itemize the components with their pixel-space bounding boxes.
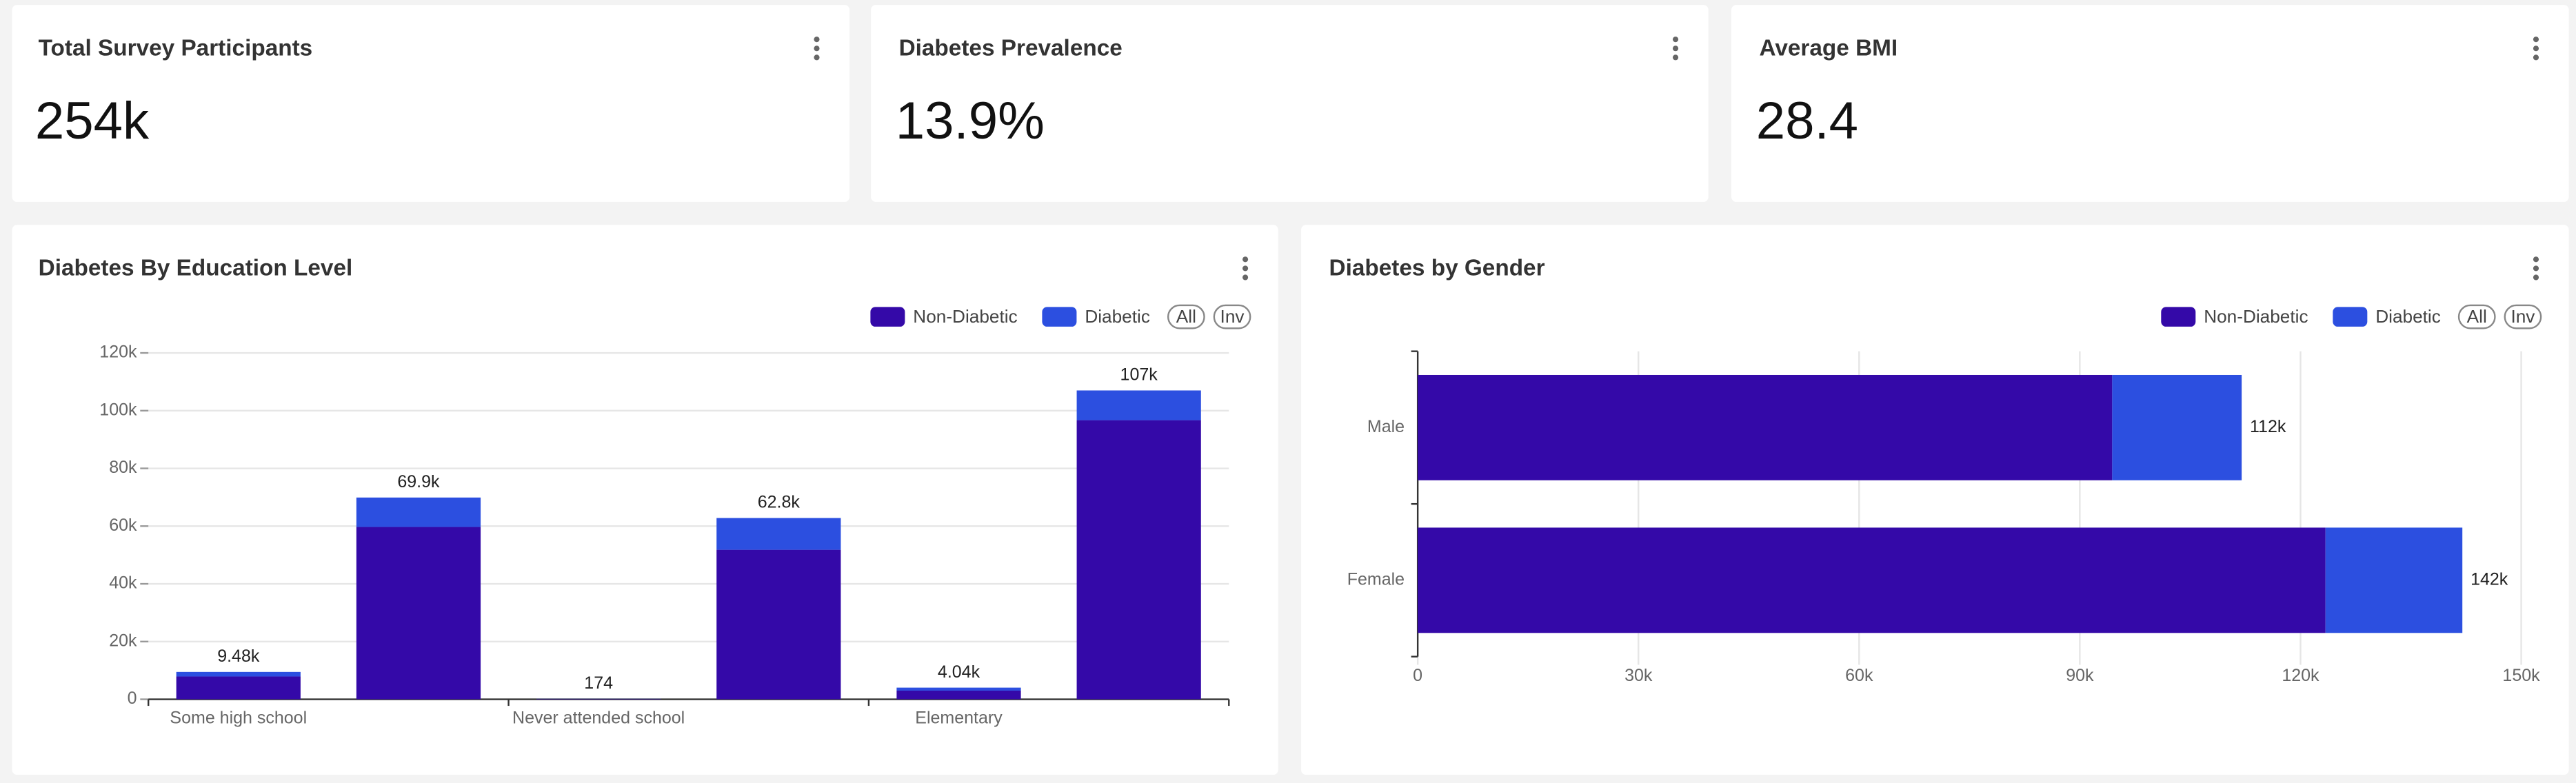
bar-segment — [896, 690, 1021, 700]
total-label: 174 — [584, 673, 613, 693]
card — [1301, 225, 2569, 775]
y-tick-label: 120k — [99, 343, 137, 362]
y-tick-label: 80k — [109, 458, 137, 477]
card — [1731, 5, 2569, 202]
legend-button-label[interactable]: All — [1176, 306, 1196, 327]
legend-button[interactable] — [1213, 304, 1251, 329]
card — [12, 225, 1278, 775]
y-tick-label: 20k — [109, 631, 137, 650]
bar-segment — [1076, 390, 1201, 420]
legend-label[interactable]: Diabetic — [2375, 306, 2441, 327]
legend-swatch[interactable] — [2333, 307, 2368, 327]
card — [12, 5, 850, 202]
bar-segment — [1418, 527, 2326, 633]
x-tick-label: Elementary — [915, 709, 1003, 728]
x-tick-label: 0 — [1413, 666, 1422, 685]
x-tick-label: 150k — [2502, 666, 2540, 685]
total-label: 69.9k — [397, 472, 440, 491]
bar-segment — [176, 676, 301, 700]
x-tick-label: 60k — [1845, 666, 1873, 685]
kpi-value: 13.9% — [896, 92, 1045, 150]
bar-segment — [2112, 374, 2242, 480]
bar-segment — [1418, 374, 2113, 480]
menu-icons[interactable] — [814, 37, 2539, 281]
legend-swatch[interactable] — [1042, 307, 1077, 327]
y-tick-label: Male — [1367, 417, 1405, 436]
y-tick-label: 60k — [109, 516, 137, 535]
legend-swatch[interactable] — [2161, 307, 2196, 327]
kpi-value: 254k — [35, 92, 150, 150]
bar-segment — [716, 518, 841, 550]
chart-title: Diabetes By Education Level — [39, 255, 353, 281]
legend-button[interactable] — [2457, 304, 2496, 329]
bar-segment — [716, 549, 841, 700]
y-tick-label: 40k — [109, 573, 137, 593]
x-tick-label: Some high school — [170, 709, 307, 728]
card — [871, 5, 1709, 202]
legend-label[interactable]: Diabetic — [1085, 306, 1150, 327]
legend-button-label[interactable]: All — [2467, 306, 2487, 327]
bar-segment — [1076, 420, 1201, 700]
x-tick-label: 90k — [2066, 666, 2094, 685]
total-label: 142k — [2471, 569, 2508, 589]
bar-segment — [356, 527, 481, 700]
bar-segment — [2325, 527, 2463, 633]
x-tick-label: 30k — [1624, 666, 1653, 685]
total-label: 4.04k — [938, 662, 980, 682]
legend-label[interactable]: Non-Diabetic — [913, 306, 1017, 327]
bar-segment — [896, 687, 1021, 691]
total-label: 9.48k — [217, 647, 260, 666]
bar-segment — [176, 671, 301, 677]
total-label: 107k — [1120, 365, 1158, 385]
total-label: 62.8k — [758, 493, 801, 512]
legend-button-label[interactable]: Inv — [1220, 306, 1245, 327]
bar-segment — [356, 497, 481, 527]
kpi-title: Diabetes Prevalence — [899, 35, 1123, 61]
legend-button-label[interactable]: Inv — [2510, 306, 2535, 327]
y-tick-label: 0 — [128, 689, 137, 708]
x-tick-label: 120k — [2282, 666, 2320, 685]
x-tick-label: Never attended school — [512, 709, 685, 728]
legend-button[interactable] — [1167, 304, 1205, 329]
kpi-value: 28.4 — [1756, 92, 1858, 150]
kpi-title: Total Survey Participants — [39, 35, 313, 61]
legend-button[interactable] — [2504, 304, 2542, 329]
legend-label[interactable]: Non-Diabetic — [2204, 306, 2308, 327]
bar-segment — [536, 698, 661, 700]
y-tick-label: Female — [1347, 569, 1405, 589]
kpi-title: Average BMI — [1760, 35, 1898, 61]
legend-swatch[interactable] — [870, 307, 905, 327]
y-tick-label: 100k — [99, 400, 137, 419]
chart-title: Diabetes by Gender — [1329, 255, 1545, 281]
total-label: 112k — [2250, 417, 2286, 436]
